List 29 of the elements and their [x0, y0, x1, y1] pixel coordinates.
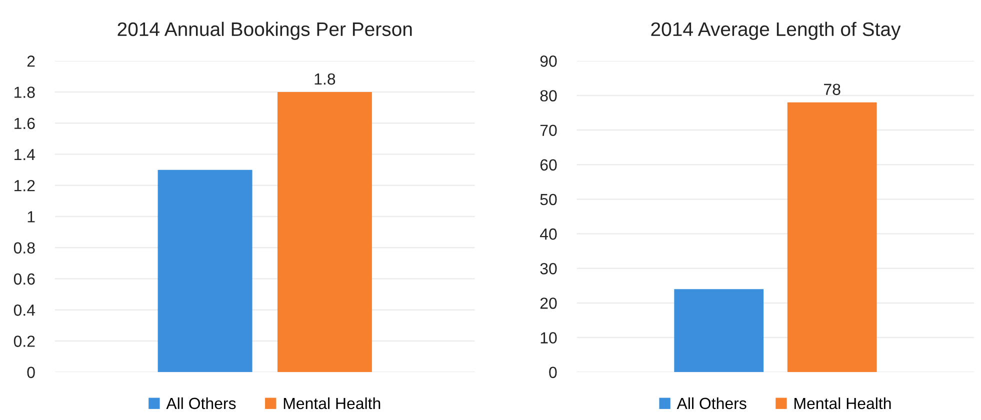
y-tick-label: 0.2 [14, 336, 35, 347]
data-label: 1.8 [314, 73, 336, 85]
y-tick-label: 10 [540, 332, 557, 344]
y-tick-label: 50 [540, 194, 557, 206]
y-tick-label: 80 [540, 90, 557, 102]
chart-title: 2014 Annual Bookings Per Person [118, 22, 412, 40]
y-tick-label: 90 [540, 56, 557, 67]
y-tick-label: 1.2 [14, 180, 35, 192]
legend-label: All Others [676, 397, 746, 410]
legend-label: Mental Health [284, 397, 380, 410]
y-tick-label: 70 [540, 124, 557, 136]
y-tick-label: 0.6 [14, 273, 35, 285]
chart-title: 2014 Average Length of Stay [651, 22, 901, 40]
y-tick-label: 0.8 [14, 242, 35, 254]
y-tick-label: 0 [27, 366, 35, 378]
y-tick-label: 60 [540, 159, 557, 171]
y-tick-label: 1.8 [14, 86, 35, 98]
data-label: 78 [824, 84, 840, 96]
y-tick-label: 0 [549, 366, 557, 378]
y-tick-label: 1.6 [14, 118, 35, 130]
y-tick-label: 2 [27, 56, 35, 67]
y-tick-label: 1 [28, 211, 35, 222]
legend-label: All Others [166, 397, 236, 410]
y-tick-label: 20 [540, 298, 557, 309]
y-tick-label: 1.4 [14, 149, 36, 160]
y-tick-label: 0.4 [14, 304, 36, 316]
y-tick-label: 40 [540, 228, 557, 240]
y-tick-label: 30 [540, 263, 557, 274]
legend-label: Mental Health [794, 397, 891, 410]
